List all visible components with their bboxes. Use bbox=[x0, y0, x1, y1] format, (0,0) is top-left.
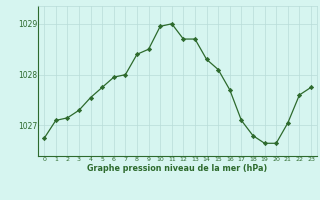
X-axis label: Graphe pression niveau de la mer (hPa): Graphe pression niveau de la mer (hPa) bbox=[87, 164, 268, 173]
